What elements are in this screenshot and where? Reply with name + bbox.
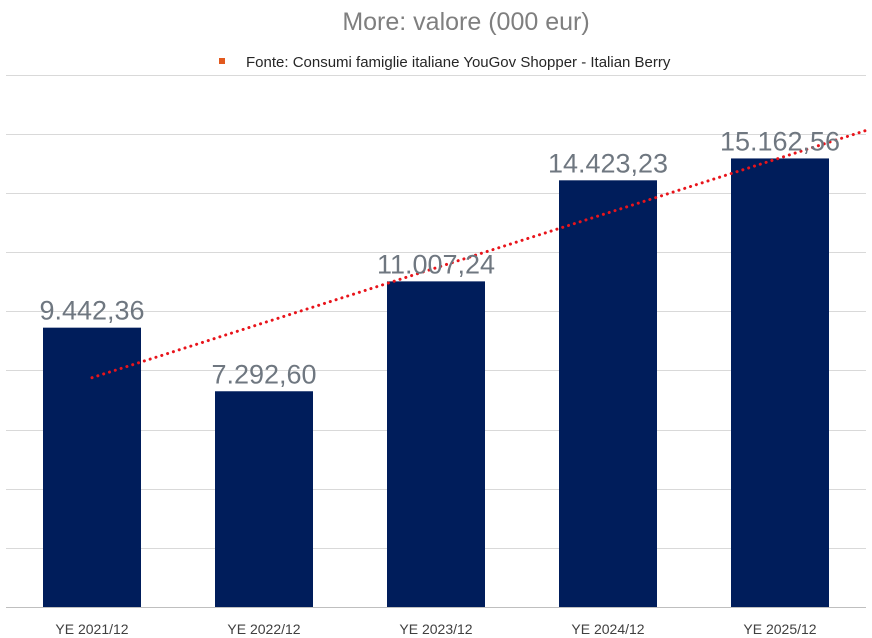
x-tick-label-5: YE 2025/12 xyxy=(743,621,816,637)
data-label-1: 9.442,36 xyxy=(39,296,144,326)
x-tick-label-1: YE 2021/12 xyxy=(55,621,128,637)
x-tick-labels: YE 2021/12 YE 2022/12 YE 2023/12 YE 2024/12… xyxy=(55,621,816,637)
data-label-3: 11.007,24 xyxy=(377,249,495,279)
x-tick-label-2: YE 2022/12 xyxy=(227,621,300,637)
data-label-5: 15.162,56 xyxy=(720,126,840,156)
bar-1 xyxy=(43,327,141,607)
trendline-group xyxy=(90,128,868,380)
bar-2 xyxy=(215,391,313,607)
legend-label: Fonte: Consumi famiglie italiane YouGov … xyxy=(246,54,671,71)
data-label-2: 7.292,60 xyxy=(211,359,316,389)
bar-4 xyxy=(559,180,657,607)
bars xyxy=(43,158,829,608)
bar-5 xyxy=(731,158,829,608)
data-label-4: 14.423,23 xyxy=(548,148,668,178)
x-tick-label-3: YE 2023/12 xyxy=(399,621,472,637)
chart-title: More: valore (000 eur) xyxy=(342,8,589,36)
data-labels: 9.442,36 7.292,60 11.007,24 14.423,23 15.162… xyxy=(39,126,840,389)
bar-3 xyxy=(387,281,485,607)
legend: Fonte: Consumi famiglie italiane YouGov … xyxy=(219,54,671,71)
x-tick-label-4: YE 2024/12 xyxy=(571,621,644,637)
legend-marker xyxy=(219,58,225,64)
trendline xyxy=(90,128,868,380)
